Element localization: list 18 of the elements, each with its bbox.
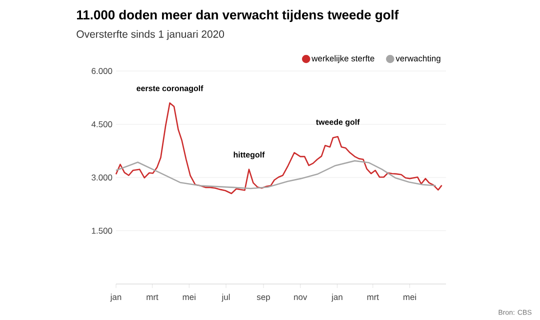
chart-title: 11.000 doden meer dan verwacht tijdens tweede golf [77, 10, 399, 22]
x-tick-label: jul [222, 294, 230, 302]
x-tick-label: mrt [146, 294, 158, 300]
chart-subtitle: Oversterfte sinds 1 januari 2020 [76, 30, 224, 40]
legend-label: verwachting [396, 55, 440, 64]
x-tick-label: nov [294, 295, 308, 300]
y-tick-label: 3.000 [92, 174, 112, 180]
x-tick-label: mei [182, 294, 196, 300]
legend-label: werkelijke sterfte [312, 55, 374, 64]
y-tick-label: 1.500 [92, 228, 112, 234]
y-tick-label: 4.500 [91, 121, 112, 128]
x-tick-label: mrt [367, 294, 379, 300]
x-tick-label: jan [331, 294, 342, 302]
x-tick-label: jan [110, 294, 122, 302]
y-tick-label: 6.000 [92, 68, 112, 74]
x-tick-label: sep [256, 295, 270, 302]
x-tick-label: mei [403, 294, 416, 300]
line-series [115, 160, 436, 190]
